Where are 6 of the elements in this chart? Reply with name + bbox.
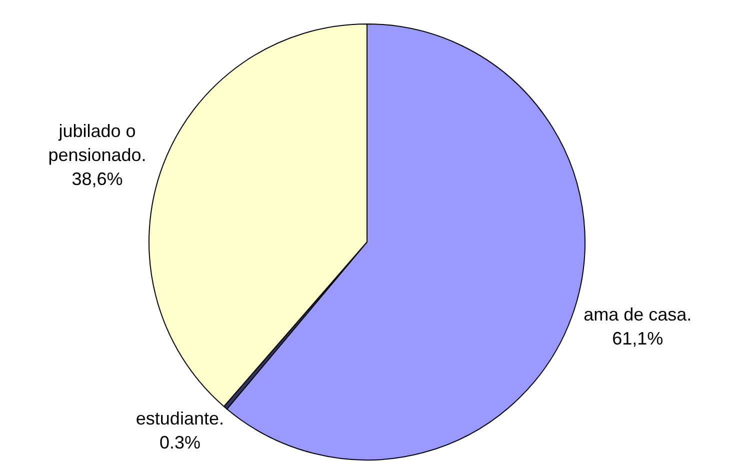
data-label: 38,6%	[72, 169, 123, 190]
slice-label: ama de casa.	[584, 304, 692, 325]
slice-label: jubilado o pensionado.	[48, 121, 146, 166]
data-label: 0.3%	[159, 432, 200, 453]
data-label: 61,1%	[612, 328, 664, 349]
slice-label: estudiante.	[136, 408, 224, 429]
